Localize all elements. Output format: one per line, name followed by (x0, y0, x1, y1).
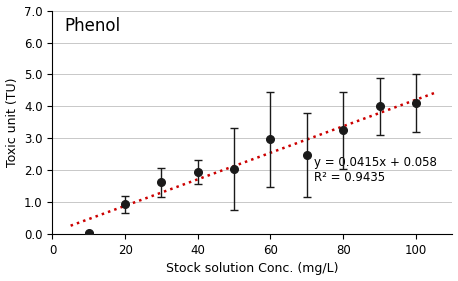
X-axis label: Stock solution Conc. (mg/L): Stock solution Conc. (mg/L) (166, 262, 338, 275)
Y-axis label: Toxic unit (TU): Toxic unit (TU) (5, 78, 19, 167)
Text: Phenol: Phenol (65, 17, 120, 35)
Text: y = 0.0415x + 0.058
R² = 0.9435: y = 0.0415x + 0.058 R² = 0.9435 (314, 156, 437, 184)
